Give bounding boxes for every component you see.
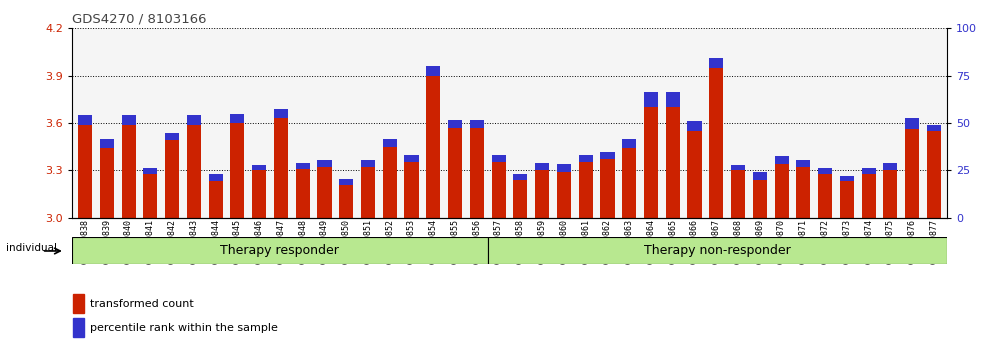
Bar — [339, 184, 353, 218]
Bar — [796, 167, 810, 218]
Bar — [796, 160, 810, 167]
Bar — [122, 125, 136, 218]
Bar — [600, 152, 615, 159]
Bar — [404, 155, 419, 162]
Bar — [143, 168, 157, 173]
Bar — [579, 155, 593, 162]
Bar — [78, 115, 92, 125]
Bar — [143, 173, 157, 218]
Bar — [862, 173, 876, 218]
Bar — [361, 167, 375, 218]
Bar — [383, 139, 397, 147]
Bar — [731, 165, 745, 170]
Bar — [383, 147, 397, 218]
Bar — [862, 168, 876, 173]
Text: percentile rank within the sample: percentile rank within the sample — [90, 323, 277, 333]
Bar — [296, 169, 310, 218]
Bar — [448, 128, 462, 218]
Text: Therapy responder: Therapy responder — [220, 244, 339, 257]
Bar — [100, 148, 114, 218]
Bar — [187, 115, 201, 125]
Bar — [731, 170, 745, 218]
Bar — [426, 66, 440, 76]
Bar — [753, 180, 767, 218]
Bar — [404, 162, 419, 218]
Bar — [209, 181, 223, 218]
Bar — [644, 92, 658, 107]
Bar — [492, 155, 506, 162]
Bar — [492, 162, 506, 218]
Bar — [644, 107, 658, 218]
Bar — [470, 120, 484, 128]
Bar — [666, 107, 680, 218]
Bar — [165, 141, 179, 218]
Bar — [818, 173, 832, 218]
Bar — [753, 172, 767, 180]
Bar — [775, 164, 789, 218]
Bar — [296, 163, 310, 169]
Bar — [100, 139, 114, 148]
Bar — [818, 168, 832, 173]
Bar — [448, 120, 462, 128]
Bar — [252, 170, 266, 218]
Bar — [535, 170, 549, 218]
Bar — [905, 118, 919, 129]
Text: individual: individual — [6, 243, 57, 253]
Bar — [165, 133, 179, 141]
Bar — [317, 160, 332, 167]
Bar — [513, 174, 527, 180]
Bar — [840, 176, 854, 181]
Bar — [905, 129, 919, 218]
Bar — [73, 294, 84, 313]
Bar — [274, 118, 288, 218]
Bar — [557, 164, 571, 172]
Bar — [709, 58, 723, 68]
Bar — [230, 123, 244, 218]
Bar — [187, 125, 201, 218]
Bar — [361, 160, 375, 167]
Bar — [78, 125, 92, 218]
Bar — [73, 318, 84, 337]
Bar — [666, 92, 680, 107]
Bar — [687, 131, 702, 218]
Bar — [339, 179, 353, 184]
Bar — [230, 114, 244, 123]
Bar — [622, 139, 636, 148]
Bar — [840, 181, 854, 218]
Bar — [252, 165, 266, 170]
Bar — [488, 237, 947, 264]
Bar — [600, 159, 615, 218]
Bar — [72, 237, 488, 264]
Bar — [122, 115, 136, 125]
Bar — [579, 162, 593, 218]
Text: transformed count: transformed count — [90, 299, 193, 309]
Bar — [470, 128, 484, 218]
Bar — [883, 170, 897, 218]
Bar — [927, 131, 941, 218]
Bar — [687, 121, 702, 131]
Bar — [535, 163, 549, 170]
Bar — [317, 167, 332, 218]
Bar — [775, 156, 789, 164]
Bar — [274, 109, 288, 118]
Bar — [622, 148, 636, 218]
Text: Therapy non-responder: Therapy non-responder — [644, 244, 791, 257]
Bar — [426, 76, 440, 218]
Bar — [557, 172, 571, 218]
Text: GDS4270 / 8103166: GDS4270 / 8103166 — [72, 13, 207, 26]
Bar — [513, 180, 527, 218]
Bar — [209, 174, 223, 181]
Bar — [709, 68, 723, 218]
Bar — [927, 125, 941, 131]
Bar — [883, 163, 897, 170]
